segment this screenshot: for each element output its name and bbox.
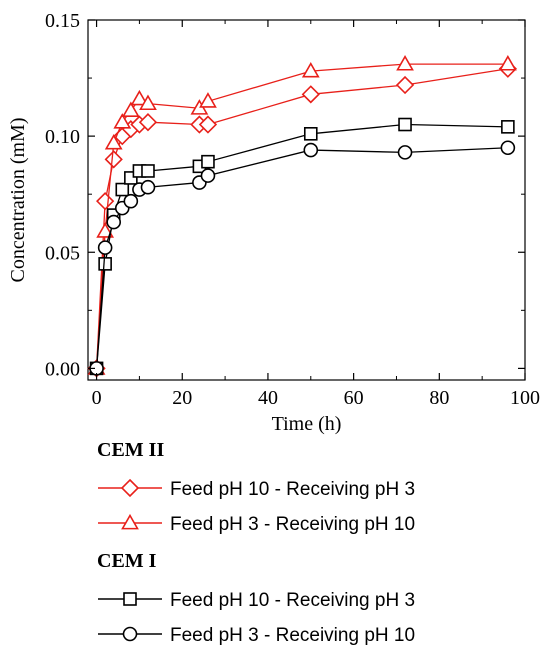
y-tick-label: 0.15 [45,10,80,32]
data-point [98,257,112,271]
x-tick-label: 40 [258,387,278,409]
series-line [95,123,508,369]
legend-label: Feed pH 10 - Receiving pH 3 [170,479,415,500]
data-point [140,179,156,195]
series-line [95,147,508,369]
data-point [201,154,215,169]
y-tick-label: 0.05 [45,242,80,264]
data-marks [87,55,517,378]
data-point [198,115,218,134]
plot-frame [87,19,526,381]
data-point [395,75,415,95]
series-triangle-cem-ii [87,55,517,375]
legend-marker [123,592,137,606]
plot-area [87,19,526,381]
x-tick-label: 80 [429,387,449,409]
legend: CEM II Feed pH 10 - Receiving pH 3 Feed pH… [97,439,415,646]
data-point [141,164,155,178]
data-point [106,214,122,230]
data-point [121,101,140,118]
legend-entry: Feed pH 10 - Receiving pH 3 [98,478,415,500]
data-point [396,55,414,71]
legend-group-title: CEM I [97,550,157,572]
x-tick-label: 100 [510,387,540,409]
series-square-cem-i [89,117,515,376]
series-line [95,68,508,369]
legend-label: Feed pH 3 - Receiving pH 10 [170,514,415,535]
legend-group-title: CEM II [97,439,164,461]
legend-marker [121,513,139,530]
y-axis-label: Concentration (mM) [7,118,29,283]
data-point [123,193,139,209]
data-point [301,61,320,78]
data-point [303,142,319,158]
data-point [303,127,318,141]
legend-label: Feed pH 10 - Receiving pH 3 [170,590,415,611]
legend-entry: Feed pH 3 - Receiving pH 10 [98,625,415,646]
data-point [138,113,158,132]
data-point [96,192,115,211]
legend-marker [122,626,138,642]
data-point [500,140,516,156]
y-tick-label: 0.10 [45,126,80,148]
data-point [199,92,217,108]
legend-entry: Feed pH 3 - Receiving pH 10 [98,513,415,535]
x-tick-label: 20 [172,387,192,409]
series-circle-cem-i [89,140,516,376]
x-tick-label: 60 [344,387,364,409]
data-point [130,89,149,106]
series-line [95,63,508,369]
data-point [397,145,413,160]
x-axis-label: Time (h) [272,413,342,435]
legend-entry: Feed pH 10 - Receiving pH 3 [98,590,415,611]
data-point [398,117,412,132]
data-point [97,240,113,255]
x-tick-label: 0 [92,387,102,409]
data-point [200,168,216,183]
axes: 0 20 40 60 80 100 0.00 0.05 0.10 0.15 Time (h) Conc… [7,10,540,435]
data-point [301,85,320,104]
data-point [96,222,115,238]
data-point [498,55,517,71]
legend-label: Feed pH 3 - Receiving pH 10 [170,625,415,646]
legend-marker [120,478,140,498]
y-tick-label: 0.00 [45,358,80,380]
data-point [115,182,130,197]
data-point [139,94,157,111]
data-point [501,120,515,134]
data-point [104,133,123,150]
data-point [113,113,132,129]
data-point [104,150,123,169]
